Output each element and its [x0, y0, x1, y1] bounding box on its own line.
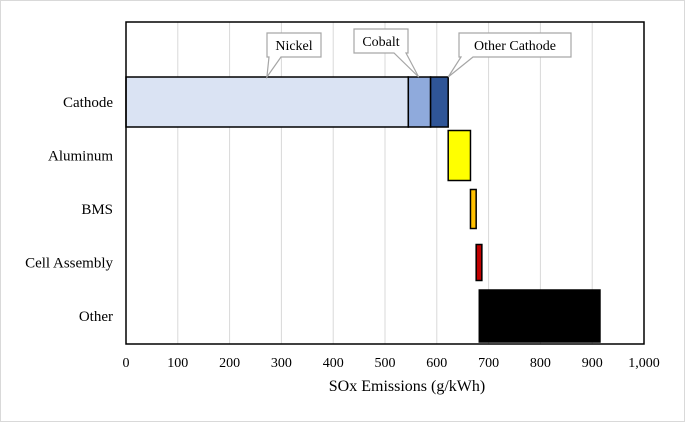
- bar-bms: [469, 188, 477, 230]
- x-tick-label: 800: [530, 356, 551, 371]
- callout-label: Cobalt: [362, 35, 399, 50]
- bar-other-cathode: [429, 76, 449, 128]
- category-label: Cathode: [63, 95, 113, 111]
- x-tick-label: 0: [123, 356, 130, 371]
- x-tick-label: 500: [375, 356, 396, 371]
- callout-cobalt: Cobalt: [353, 28, 420, 78]
- x-tick-label: 900: [582, 356, 603, 371]
- x-tick-label: 300: [271, 356, 292, 371]
- x-tick-label: 400: [323, 356, 344, 371]
- category-label: BMS: [81, 202, 113, 218]
- callouts: Nickel Cobalt Other Cathode: [266, 28, 572, 80]
- category-labels: Cathode Aluminum BMS Cell Assembly Other: [25, 95, 113, 325]
- bar-other: [478, 289, 601, 343]
- callout-label: Other Cathode: [474, 39, 556, 54]
- callout-box: [353, 28, 420, 78]
- gridlines: [177, 22, 593, 344]
- callout-nickel: Nickel: [266, 32, 322, 80]
- axes: [125, 21, 645, 345]
- callout-label: Nickel: [275, 39, 312, 54]
- category-label: Other: [79, 309, 113, 325]
- x-tick-label: 200: [219, 356, 240, 371]
- plot-area-border: [125, 21, 645, 345]
- category-label: Cell Assembly: [25, 256, 113, 272]
- bar-cell-assembly: [475, 243, 483, 282]
- callout-box: [266, 32, 322, 80]
- bar-nickel: [125, 76, 410, 128]
- callout-other-cathode: Other Cathode: [447, 32, 572, 78]
- x-axis-label: SOx Emissions (g/kWh): [329, 378, 485, 395]
- x-tick-label: 600: [426, 356, 447, 371]
- bars: [125, 76, 601, 343]
- callout-box: [447, 32, 572, 78]
- x-tick-label: 100: [167, 356, 188, 371]
- bar-aluminum: [447, 129, 472, 182]
- x-tick-label: 700: [478, 356, 499, 371]
- x-tick-labels: 0 100 200 300 400 500 600 700 800 900 1,000: [123, 356, 660, 371]
- category-label: Aluminum: [48, 149, 113, 165]
- bar-cobalt: [407, 76, 432, 128]
- x-tick-label: 1,000: [628, 356, 660, 371]
